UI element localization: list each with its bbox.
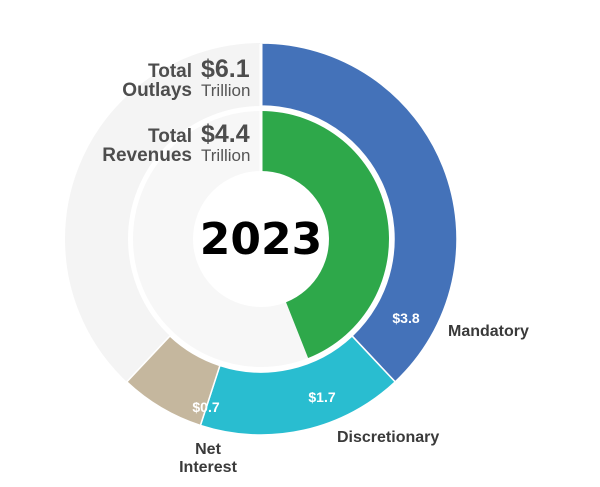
net-interest-category-label-line1: Net bbox=[195, 441, 221, 458]
outlays-label-line2: Outlays bbox=[122, 80, 192, 101]
discretionary-value-label: $1.7 bbox=[308, 389, 335, 405]
outlays-label-line1: Total bbox=[148, 61, 192, 82]
mandatory-category-label: Mandatory bbox=[448, 323, 529, 340]
mandatory-slice bbox=[260, 42, 458, 383]
mandatory-value-label: $3.8 bbox=[392, 310, 419, 326]
net-interest-category-label-line2: Interest bbox=[179, 459, 237, 476]
revenues-amount: $4.4 bbox=[201, 120, 250, 148]
outlays-amount: $6.1 bbox=[201, 55, 250, 83]
revenues-label-line1: Total bbox=[148, 126, 192, 147]
revenues-slice bbox=[261, 111, 389, 359]
revenues-unit: Trillion bbox=[201, 146, 250, 165]
year-label: 2023 bbox=[200, 214, 322, 265]
net-interest-value-label: $0.7 bbox=[192, 399, 219, 415]
discretionary-category-label: Discretionary bbox=[337, 429, 439, 446]
net-interest-slice bbox=[125, 334, 221, 427]
revenues-label-line2: Revenues bbox=[102, 145, 192, 166]
outlays-unit: Trillion bbox=[201, 81, 250, 100]
